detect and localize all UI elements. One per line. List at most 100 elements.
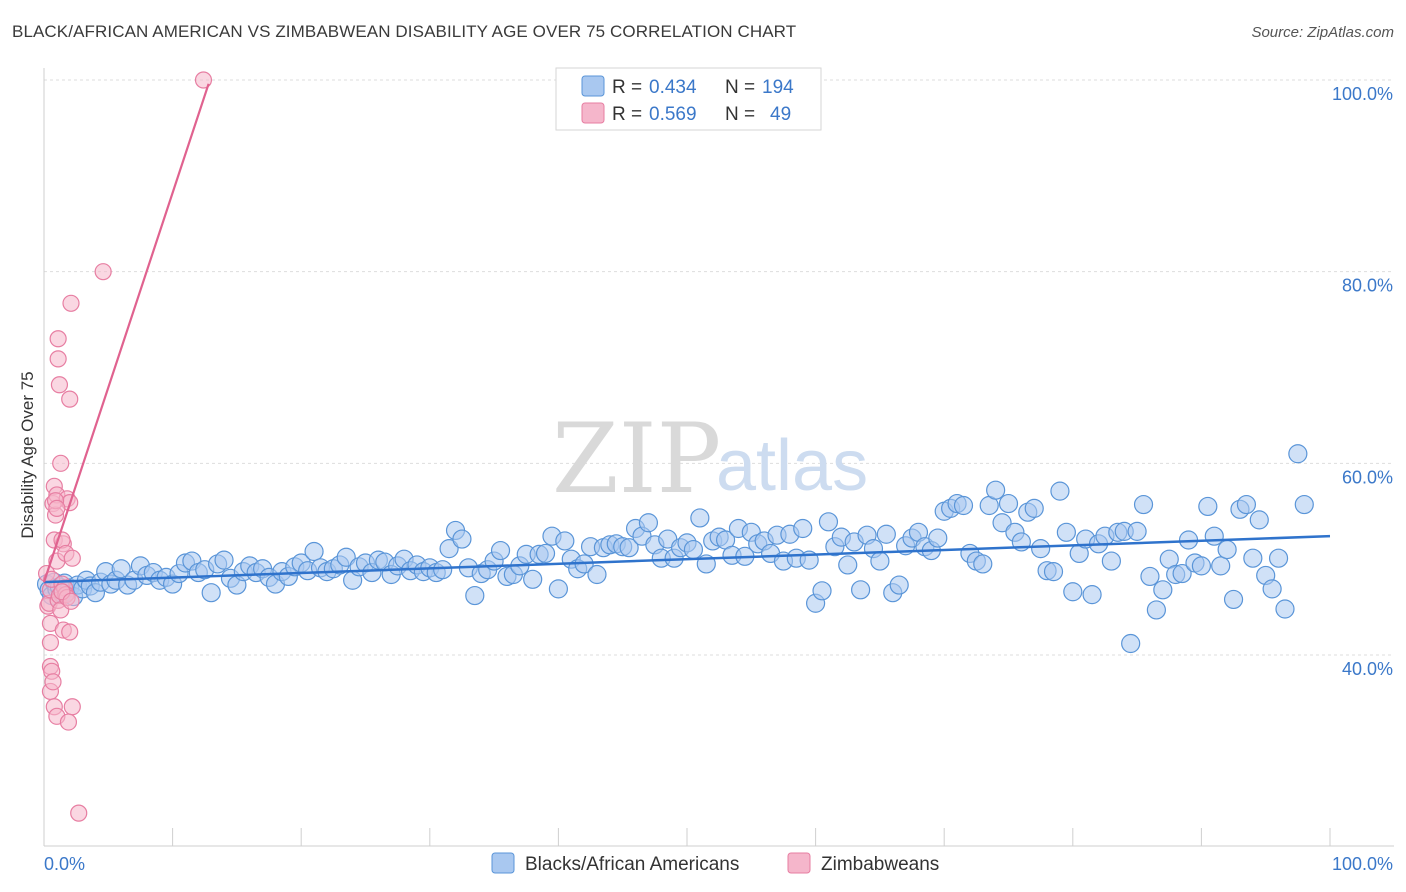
bottom-legend-swatch-blue [491, 852, 515, 874]
data-point-blacks [548, 579, 569, 599]
data-point-blacks [1223, 589, 1244, 610]
data-point-blacks [1249, 510, 1269, 530]
legend-n-label-2: N = [725, 104, 755, 125]
data-point-blacks [690, 508, 710, 528]
data-point-blacks [986, 480, 1006, 500]
data-point-blacks [1101, 551, 1121, 571]
legend-n-value-1: 194 [762, 77, 794, 98]
data-point-zimbabweans [63, 549, 81, 567]
bottom-legend-label-blacks: Blacks/African Americans [525, 854, 739, 875]
data-point-blacks [998, 493, 1019, 514]
data-point-blacks [587, 564, 607, 585]
trend-line-blacks [43, 534, 1331, 584]
data-point-blacks [1294, 494, 1314, 515]
data-point-blacks [1217, 539, 1237, 560]
data-point-blacks [818, 512, 839, 532]
data-point-blacks [876, 524, 896, 544]
legend-r-value-2: 0.569 [649, 104, 697, 125]
data-point-blacks [851, 580, 871, 600]
axes [43, 68, 1394, 847]
data-point-blacks [953, 495, 974, 516]
series-zimbabweans-points [37, 71, 213, 822]
data-point-blacks [1236, 494, 1257, 515]
data-point-blacks [1121, 633, 1141, 654]
data-point-blacks [1082, 585, 1102, 605]
series-legend: Blacks/African Americans Zimbabweans [491, 852, 939, 875]
data-point-blacks [1063, 582, 1083, 602]
data-point-blacks [433, 560, 453, 580]
legend-swatch-pink [581, 102, 605, 124]
data-point-blacks [812, 581, 832, 601]
data-point-blacks [1243, 548, 1263, 568]
x-tick-label: 100.0% [1332, 854, 1393, 874]
legend-n-label-1: N = [725, 77, 755, 98]
data-point-blacks [1288, 444, 1308, 464]
source-label: Source: ZipAtlas.com [1251, 24, 1394, 41]
legend-swatch-blue [581, 75, 605, 97]
data-point-blacks [1153, 580, 1173, 600]
data-point-blacks [535, 543, 556, 564]
tick-labels: 40.0% 60.0% 80.0% 100.0% 0.0% 100.0% [44, 84, 1393, 874]
data-point-blacks [1024, 498, 1044, 518]
data-point-blacks [1275, 599, 1295, 619]
data-point-zimbabweans [62, 592, 80, 610]
data-point-blacks [111, 559, 131, 579]
data-point-zimbabweans [63, 698, 81, 716]
data-point-blacks [1133, 494, 1154, 515]
data-point-blacks [465, 585, 485, 606]
data-point-blacks [1050, 481, 1070, 501]
data-point-blacks [439, 539, 459, 559]
data-point-zimbabweans [62, 294, 80, 312]
data-point-blacks [336, 547, 356, 567]
data-point-blacks [793, 518, 813, 539]
y-axis-title: Disability Age Over 75 [18, 371, 37, 538]
data-point-blacks [1140, 566, 1160, 587]
data-point-blacks [1146, 600, 1166, 620]
data-point-blacks [1198, 496, 1218, 517]
data-point-blacks [304, 541, 324, 562]
data-point-blacks [638, 513, 659, 533]
legend-r-value-1: 0.434 [649, 77, 697, 98]
data-point-zimbabweans [70, 804, 88, 822]
watermark-atlas: atlas [716, 426, 868, 506]
trend-lines [42, 83, 1331, 584]
data-point-blacks [523, 569, 543, 589]
data-point-blacks [973, 554, 993, 574]
data-point-blacks [1127, 521, 1147, 541]
data-point-zimbabweans [59, 713, 78, 731]
data-point-blacks [928, 528, 948, 548]
data-point-blacks [1211, 556, 1231, 576]
data-point-zimbabweans [49, 330, 67, 348]
data-point-blacks [683, 539, 704, 560]
data-point-blacks [1043, 562, 1064, 582]
bottom-legend-label-zimbabweans: Zimbabweans [821, 854, 939, 875]
data-point-blacks [1031, 539, 1051, 559]
legend-r-label-2: R = [612, 104, 642, 125]
data-point-zimbabweans [94, 263, 112, 281]
legend-r-label-1: R = [612, 77, 642, 98]
data-point-blacks [992, 513, 1012, 533]
data-point-blacks [1262, 579, 1282, 599]
data-point-zimbabweans [41, 633, 60, 652]
data-point-zimbabweans [61, 390, 79, 408]
y-tick-label: 100.0% [1332, 84, 1393, 104]
data-point-zimbabweans [52, 454, 70, 472]
data-point-zimbabweans [49, 350, 67, 368]
data-point-blacks [201, 583, 221, 603]
watermark: ZIP atlas [552, 403, 868, 515]
data-point-blacks [490, 540, 511, 561]
data-point-zimbabweans [48, 499, 66, 517]
data-point-blacks [1268, 548, 1289, 568]
y-tick-label: 80.0% [1342, 276, 1393, 296]
data-point-blacks [452, 529, 472, 549]
y-tick-label: 40.0% [1342, 659, 1393, 679]
legend-n-value-2: 49 [770, 104, 791, 125]
data-point-blacks [838, 555, 858, 575]
data-point-blacks [214, 550, 234, 570]
trend-line-zimbabweans [42, 83, 210, 583]
gridlines [44, 79, 1394, 656]
data-point-blacks [1172, 563, 1192, 584]
x-tick-label: 0.0% [44, 854, 85, 874]
watermark-zip: ZIP [552, 403, 721, 515]
